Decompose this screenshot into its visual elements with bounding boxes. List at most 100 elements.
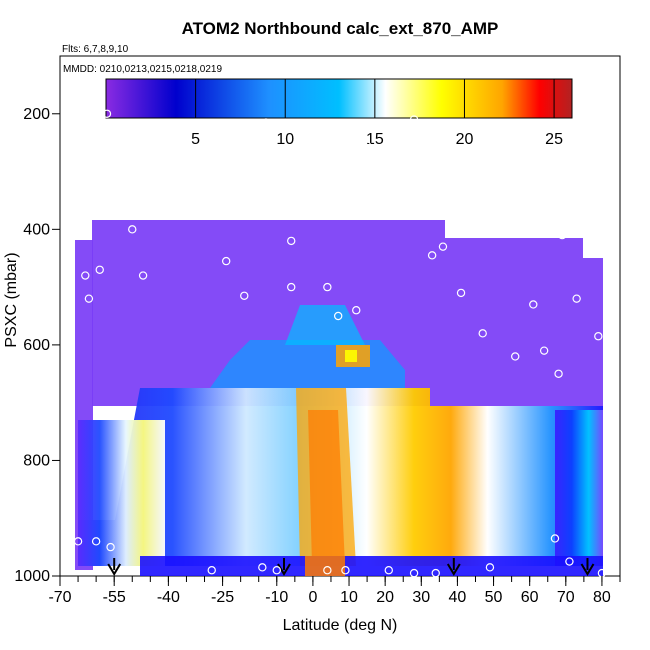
x-tick-label: 30	[412, 589, 430, 606]
sample-point	[287, 282, 296, 292]
y-tick-label: 200	[23, 106, 50, 123]
sample-point	[511, 352, 520, 361]
sample-point	[485, 563, 495, 572]
sample-point	[388, 144, 397, 153]
x-axis-label: Latitude (deg N)	[283, 617, 398, 634]
x-tick-label: 50	[485, 589, 503, 606]
sample-point	[102, 109, 112, 118]
sample-point	[77, 132, 86, 142]
y-tick-label: 800	[23, 452, 50, 469]
sample-point	[409, 568, 419, 578]
heatmap-mid-core	[285, 305, 365, 345]
x-tick-label: -70	[48, 589, 71, 606]
y-tick-label: 1000	[14, 568, 50, 585]
colorbar-tick-label: 10	[276, 131, 294, 148]
profile-marker-arrow	[580, 563, 595, 576]
sample-point	[221, 256, 231, 266]
sample-point	[467, 190, 477, 199]
x-axis: -70 -55 -40 -25 -10 0 10 20 30 40 50 60 70 80	[48, 576, 621, 606]
sample-point	[128, 225, 137, 234]
sample-point	[341, 566, 350, 575]
sample-point	[550, 534, 560, 543]
sample-point	[207, 566, 216, 575]
sample-point	[478, 329, 487, 338]
x-tick-label: -25	[211, 589, 234, 606]
colorbar-tick-label: 25	[545, 131, 563, 148]
x-tick-label: -40	[157, 589, 180, 606]
sample-point	[539, 346, 549, 355]
y-tick-label: 400	[23, 221, 50, 238]
colorbar-ticks: 5 10 15 20 25	[191, 79, 563, 148]
y-axis-label: PSXC (mbar)	[3, 252, 20, 347]
sample-points	[73, 109, 610, 578]
sample-point	[149, 144, 159, 153]
x-tick-label: 70	[557, 589, 575, 606]
heatmap-right-column	[555, 410, 603, 566]
sample-point	[131, 566, 141, 575]
x-tick-label: 20	[376, 589, 394, 606]
x-tick-label: 80	[593, 589, 611, 606]
x-tick-label: 0	[308, 589, 317, 606]
sample-point	[529, 300, 538, 309]
sample-point	[409, 115, 419, 124]
heatmap-equator-plume-core	[308, 410, 345, 566]
sample-point	[362, 141, 372, 150]
sample-point	[106, 542, 115, 552]
profile-marker-arrow	[277, 563, 291, 576]
heatmap	[75, 220, 603, 576]
sample-point	[496, 190, 505, 199]
sample-point	[456, 288, 466, 298]
sample-point	[323, 566, 332, 575]
sample-point	[73, 537, 83, 546]
heatmap-bottom-hot	[305, 556, 345, 576]
sample-point	[601, 158, 610, 168]
sample-point	[91, 537, 101, 546]
x-tick-label: 60	[521, 589, 539, 606]
sample-point	[352, 306, 361, 315]
x-tick-label: 40	[449, 589, 467, 606]
sample-point	[81, 271, 90, 280]
colorbar-tick-label: 20	[456, 131, 474, 148]
profile-marker-arrow	[446, 563, 461, 576]
profile-markers	[107, 558, 595, 576]
profile-marker-arrow	[107, 563, 122, 576]
sample-point	[554, 369, 563, 378]
heatmap-hotspot-core	[345, 350, 357, 362]
sample-point	[258, 563, 267, 572]
sample-point	[557, 230, 567, 240]
flights-subtitle: Flts: 6,7,8,9,10	[62, 44, 129, 55]
sample-point	[200, 132, 209, 142]
sample-point	[572, 294, 581, 303]
sample-point	[431, 568, 440, 578]
dates-subtitle: MMDD: 0210,0213,0215,0218,0219	[63, 64, 222, 75]
chart-title: ATOM2 Northbound calc_ext_870_AMP	[182, 19, 499, 38]
y-axis: 1000 800 600 400 200	[14, 106, 60, 585]
colorbar-tick-label: 15	[366, 131, 384, 148]
colorbar-gradient	[105, 78, 573, 119]
sample-point	[438, 242, 448, 251]
sample-point	[84, 294, 94, 303]
sample-point	[323, 282, 332, 292]
heatmap-lower-left	[78, 420, 165, 566]
sample-point	[164, 144, 173, 153]
x-tick-label: 10	[340, 589, 358, 606]
sample-point	[261, 118, 271, 127]
sample-point	[240, 291, 249, 300]
sample-point	[384, 566, 393, 575]
sample-point	[333, 311, 343, 321]
sample-point	[95, 265, 104, 274]
sample-point	[586, 219, 596, 228]
x-tick-label: -55	[103, 589, 126, 606]
sample-point	[287, 236, 296, 246]
heatmap-bottom-row	[140, 556, 603, 576]
colorbar-tick-label: 5	[191, 131, 200, 148]
sample-point	[565, 557, 574, 566]
sample-point	[138, 271, 148, 280]
colorbar	[105, 78, 573, 119]
sample-point	[427, 251, 437, 260]
y-tick-label: 600	[23, 337, 50, 354]
x-tick-label: -10	[265, 589, 288, 606]
sample-point	[178, 144, 188, 153]
sample-point	[272, 566, 281, 575]
